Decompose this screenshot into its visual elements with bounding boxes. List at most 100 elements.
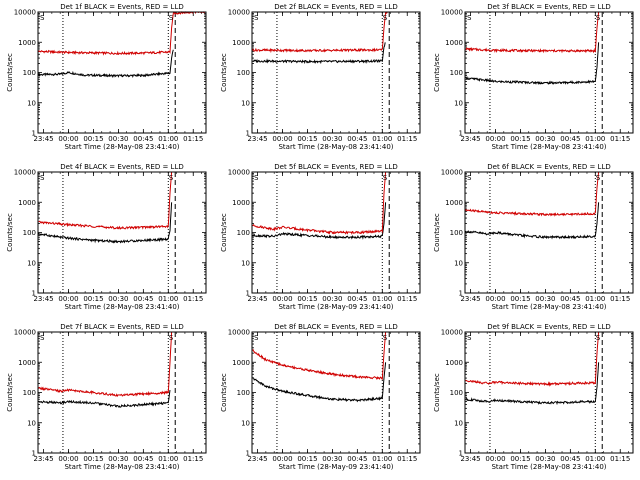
x-tick-label: 00:30: [322, 135, 342, 143]
x-tick-label: 00:15: [297, 295, 317, 303]
x-tick-label: 01:00: [372, 455, 392, 463]
x-tick-label: 00:30: [322, 295, 342, 303]
y-tick-label: 1: [459, 290, 463, 298]
corner-label-left: S: [467, 174, 472, 182]
corner-label-right: S: [596, 174, 601, 182]
plot-frame: [464, 11, 634, 134]
panel-title: Det 6f BLACK = Events, RED = LLD: [487, 163, 610, 171]
plot-frame: [37, 11, 207, 134]
x-tick-label: 23:45: [33, 295, 53, 303]
lld-series: [38, 11, 206, 56]
x-tick-label: 00:00: [485, 295, 505, 303]
corner-label-right: S: [169, 174, 174, 182]
y-tick-label: 100: [23, 389, 36, 397]
x-tick-label: 00:00: [272, 295, 292, 303]
y-tick-label: 10: [27, 99, 36, 107]
x-tick-label: 00:30: [535, 455, 555, 463]
x-tick-label: 23:45: [247, 295, 267, 303]
x-tick-label: 01:15: [183, 295, 203, 303]
x-tick-label: 23:45: [247, 455, 267, 463]
x-tick-label: 01:15: [397, 295, 417, 303]
x-tick-label: 00:30: [108, 135, 128, 143]
panel-det-7: Det 7f BLACK = Events, RED = LLD 1 10 100 10…: [6, 323, 207, 471]
panel-det-4: Det 4f BLACK = Events, RED = LLD 1 10 100 10…: [6, 163, 207, 311]
x-tick-label: 00:15: [83, 135, 103, 143]
corner-label-left: S: [40, 174, 45, 182]
lld-series: [38, 331, 173, 398]
y-tick-label: 1000: [18, 39, 36, 47]
x-tick-label: 00:45: [133, 135, 153, 143]
x-axis-label: Start Time (28-May-08 23:41:40): [278, 143, 393, 151]
events-series: [38, 390, 171, 408]
x-tick-label: 01:00: [158, 135, 178, 143]
x-axis-label: Start Time (28-May-09 23:41:40): [278, 463, 393, 471]
corner-label-left: S: [40, 14, 45, 22]
events-series: [465, 202, 600, 240]
lld-series: [252, 331, 387, 381]
x-tick-label: 00:15: [510, 295, 530, 303]
x-tick-label: 00:15: [297, 135, 317, 143]
x-tick-label: 00:15: [83, 455, 103, 463]
corner-label-left: S: [40, 334, 45, 342]
y-tick-label: 10000: [441, 169, 463, 177]
y-tick-label: 1000: [445, 199, 463, 207]
x-tick-label: 01:00: [158, 295, 178, 303]
x-tick-label: 01:00: [372, 135, 392, 143]
y-tick-label: 1: [32, 290, 36, 298]
corner-label-right: S: [383, 334, 388, 342]
y-tick-label: 10: [241, 259, 250, 267]
x-axis-label: Start Time (28-May-08 23:41:40): [491, 463, 606, 471]
corner-label-left: S: [467, 14, 472, 22]
y-tick-label: 10: [241, 419, 250, 427]
x-tick-label: 00:30: [535, 135, 555, 143]
y-axis-label: Counts/sec: [433, 373, 441, 412]
y-tick-label: 1000: [232, 199, 250, 207]
x-tick-label: 01:15: [183, 135, 203, 143]
plot-frame: [251, 331, 421, 454]
x-tick-label: 00:45: [347, 135, 367, 143]
x-tick-label: 23:45: [33, 135, 53, 143]
x-tick-label: 23:45: [460, 455, 480, 463]
corner-label-left: S: [254, 14, 259, 22]
x-tick-label: 00:00: [58, 135, 78, 143]
y-tick-label: 10: [27, 419, 36, 427]
events-series: [38, 202, 173, 244]
y-tick-label: 1000: [18, 359, 36, 367]
x-tick-label: 00:30: [322, 455, 342, 463]
events-series: [465, 42, 600, 85]
panel-det-2: Det 2f BLACK = Events, RED = LLD 1 10 100 10…: [220, 3, 421, 151]
panel-title: Det 2f BLACK = Events, RED = LLD: [274, 3, 397, 11]
x-tick-label: 00:00: [485, 455, 505, 463]
corner-label-left: S: [254, 174, 259, 182]
y-tick-label: 10: [241, 99, 250, 107]
events-series: [252, 42, 386, 65]
lld-series: [465, 331, 600, 387]
y-tick-label: 100: [450, 69, 463, 77]
y-tick-label: 100: [23, 69, 36, 77]
y-tick-label: 100: [23, 229, 36, 237]
x-tick-label: 00:00: [272, 135, 292, 143]
panel-det-6: Det 6f BLACK = Events, RED = LLD 1 10 100 10…: [433, 163, 634, 311]
x-tick-label: 00:30: [108, 295, 128, 303]
y-axis-label: Counts/sec: [220, 373, 228, 412]
y-axis-label: Counts/sec: [433, 53, 441, 92]
lld-series: [465, 171, 600, 217]
corner-label-right: S: [383, 14, 388, 22]
x-tick-label: 01:00: [585, 295, 605, 303]
y-tick-label: 10000: [441, 9, 463, 17]
x-tick-label: 00:00: [272, 455, 292, 463]
x-tick-label: 01:00: [372, 295, 392, 303]
plot-frame: [464, 171, 634, 294]
corner-label-right: S: [169, 14, 174, 22]
x-tick-label: 00:45: [560, 135, 580, 143]
x-tick-label: 00:45: [347, 295, 367, 303]
x-tick-label: 01:15: [610, 455, 630, 463]
corner-label-right: S: [383, 174, 388, 182]
x-tick-label: 00:15: [83, 295, 103, 303]
corner-label-left: S: [254, 334, 259, 342]
y-tick-label: 10000: [228, 329, 250, 337]
panel-det-1: Det 1f BLACK = Events, RED = LLD 1 10 100 10…: [6, 3, 207, 151]
y-tick-label: 10000: [228, 9, 250, 17]
y-tick-label: 10: [27, 259, 36, 267]
plot-frame: [251, 11, 421, 134]
